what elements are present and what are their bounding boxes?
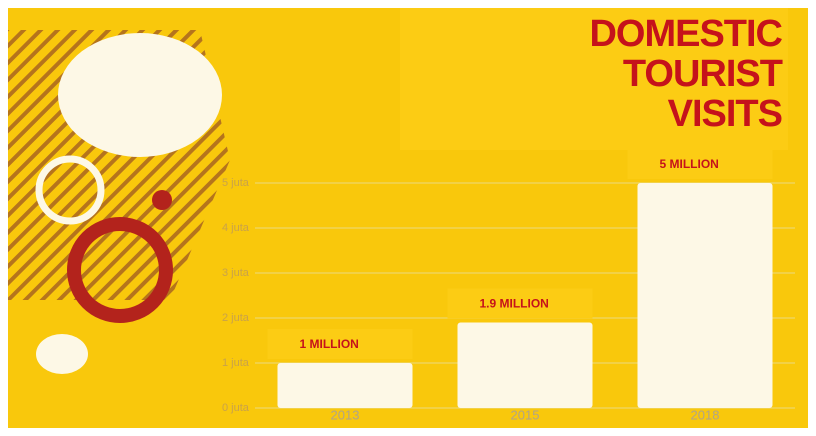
dot-decoration bbox=[152, 190, 172, 210]
y-tick-label: 4 juta bbox=[222, 222, 250, 234]
bar bbox=[277, 363, 413, 408]
x-tick-label: 2015 bbox=[511, 407, 540, 422]
y-tick-label: 2 juta bbox=[222, 312, 250, 324]
y-tick-label: 5 juta bbox=[222, 177, 250, 189]
x-tick-label: 2013 bbox=[331, 407, 360, 422]
ring-decoration bbox=[35, 155, 105, 225]
x-tick-label: 2018 bbox=[691, 407, 720, 422]
value-label-box bbox=[447, 288, 593, 319]
value-label: 5 MILLION bbox=[660, 157, 719, 171]
plot: 0 juta 1 juta 2 juta 3 juta 4 juta 5 juta 1 MI… bbox=[222, 149, 795, 422]
title-panel bbox=[400, 8, 788, 150]
value-label: 1 MILLION bbox=[300, 337, 359, 351]
chart-title: DOMESTIC TOURIST VISITS bbox=[589, 13, 783, 135]
y-tick-label: 3 juta bbox=[222, 267, 250, 279]
y-tick-label: 1 juta bbox=[222, 357, 250, 369]
value-label-box bbox=[627, 149, 773, 179]
y-tick-label: 0 juta bbox=[222, 402, 250, 414]
bar bbox=[637, 183, 773, 408]
value-label-box bbox=[267, 329, 413, 359]
circle-decoration bbox=[36, 334, 88, 374]
ring-decoration bbox=[67, 217, 173, 323]
bar bbox=[457, 322, 593, 408]
value-label: 1.9 MILLION bbox=[480, 297, 549, 311]
circle-decoration bbox=[58, 33, 222, 157]
